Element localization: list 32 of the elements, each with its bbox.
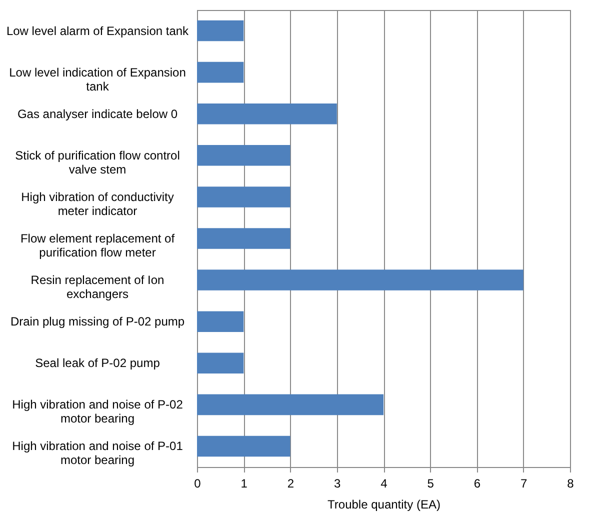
bar xyxy=(197,436,290,457)
x-tick-label: 6 xyxy=(474,476,481,490)
bar xyxy=(197,20,244,42)
y-tick-label: Resin replacement of Ion exchangers xyxy=(30,273,164,302)
bar xyxy=(197,228,290,249)
x-tick-label: 3 xyxy=(334,476,342,490)
y-tick-label: High vibration of conductivity meter indicator xyxy=(21,190,174,218)
bar xyxy=(197,145,290,166)
y-tick-label: High vibration and noise of P-01 motor bearing xyxy=(12,439,184,468)
x-tick-label: 8 xyxy=(567,476,574,490)
y-tick-label: Flow element replacement of purification flow meter xyxy=(20,232,176,260)
y-tick-label: Gas analyser indicate below 0 xyxy=(17,106,178,121)
y-tick-label: Low level indication of Expansion tank xyxy=(9,65,186,94)
bar xyxy=(197,352,244,374)
x-axis-title: Trouble quantity (EA) xyxy=(328,498,440,512)
bar xyxy=(197,311,244,332)
x-tick-label: 2 xyxy=(287,476,294,490)
x-tick-label: 7 xyxy=(520,476,528,490)
y-tick-label: High vibration and noise of P-02 motor bearing xyxy=(12,398,184,426)
x-tick-label: 1 xyxy=(240,476,248,490)
y-tick-label: Drain plug missing of P-02 pump xyxy=(10,314,185,329)
bar xyxy=(197,103,337,124)
x-tick-label: 4 xyxy=(380,476,388,490)
bar xyxy=(197,186,290,208)
bar xyxy=(197,270,524,290)
bar xyxy=(197,62,244,83)
y-tick-label: Low level alarm of Expansion tank xyxy=(6,24,190,38)
y-tick-label: Seal leak of P-02 pump xyxy=(35,356,160,370)
bar xyxy=(197,394,384,416)
x-tick-label: 5 xyxy=(427,476,434,490)
y-tick-label: Stick of purification flow control valve stem xyxy=(15,148,180,176)
x-tick-label: 0 xyxy=(194,476,202,490)
